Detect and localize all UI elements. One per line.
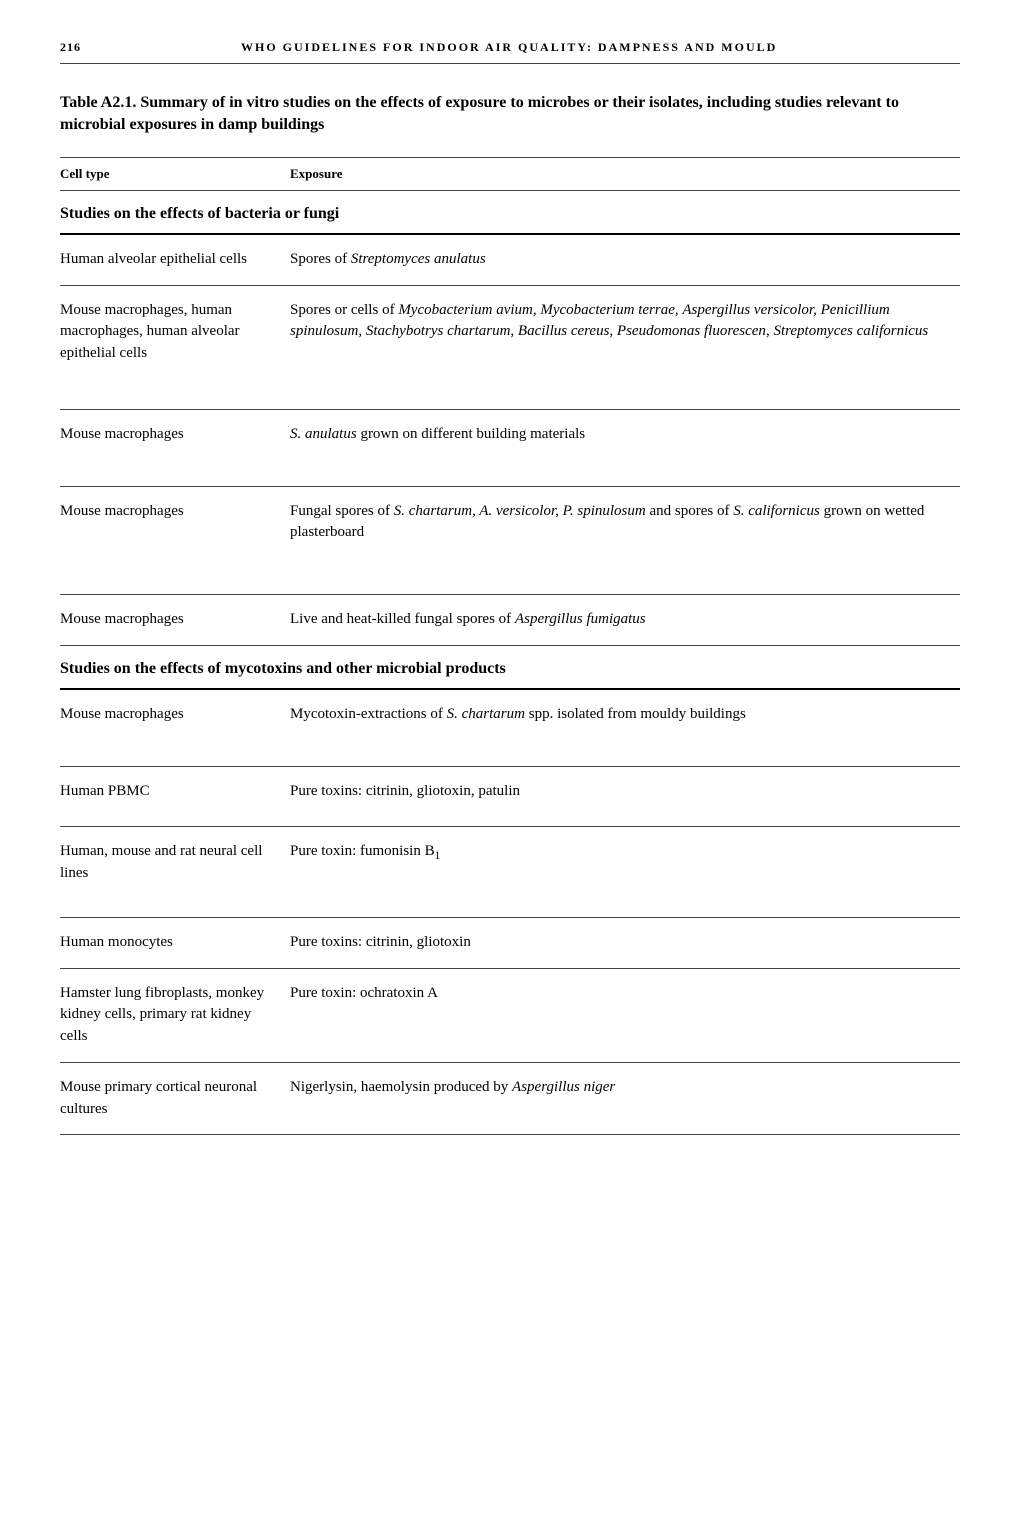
cell-type: Mouse primary cortical neuronal cultures xyxy=(60,1077,290,1121)
section-title: Studies on the effects of mycotoxins and… xyxy=(60,646,960,688)
cell-type: Mouse macrophages xyxy=(60,501,290,545)
running-header: 216 WHO GUIDELINES FOR INDOOR AIR QUALIT… xyxy=(60,40,960,64)
exposure: Nigerlysin, haemolysin produced by Asper… xyxy=(290,1077,960,1121)
column-header-exposure: Exposure xyxy=(290,166,960,182)
table-row: Human, mouse and rat neural cell lines P… xyxy=(60,827,960,918)
cell-type: Human monocytes xyxy=(60,932,290,954)
exposure: Spores of Streptomyces anulatus xyxy=(290,249,960,271)
column-header-cell-type: Cell type xyxy=(60,166,290,182)
cell-type: Hamster lung fibroplasts, monkey kidney … xyxy=(60,983,290,1048)
table-title: Table A2.1. Summary of in vitro studies … xyxy=(60,92,960,137)
section-header: Studies on the effects of bacteria or fu… xyxy=(60,191,960,235)
column-header-row: Cell type Exposure xyxy=(60,157,960,191)
cell-type: Human, mouse and rat neural cell lines xyxy=(60,841,290,885)
cell-type: Mouse macrophages xyxy=(60,704,290,726)
section-header: Studies on the effects of mycotoxins and… xyxy=(60,646,960,690)
running-title: WHO GUIDELINES FOR INDOOR AIR QUALITY: D… xyxy=(241,40,777,55)
exposure: Pure toxins: citrinin, gliotoxin xyxy=(290,932,960,954)
table-row: Hamster lung fibroplasts, monkey kidney … xyxy=(60,969,960,1063)
table-row: Mouse macrophages Live and heat-killed f… xyxy=(60,595,960,646)
table-row: Human alveolar epithelial cells Spores o… xyxy=(60,235,960,286)
exposure: S. anulatus grown on different building … xyxy=(290,424,960,446)
exposure: Spores or cells of Mycobacterium avium, … xyxy=(290,300,960,365)
table-row: Human PBMC Pure toxins: citrinin, glioto… xyxy=(60,767,960,828)
exposure: Live and heat-killed fungal spores of As… xyxy=(290,609,960,631)
exposure: Pure toxin: ochratoxin A xyxy=(290,983,960,1048)
table-row: Mouse macrophages Fungal spores of S. ch… xyxy=(60,487,960,596)
cell-type: Human PBMC xyxy=(60,781,290,803)
cell-type: Mouse macrophages, human macrophages, hu… xyxy=(60,300,290,365)
page: 216 WHO GUIDELINES FOR INDOOR AIR QUALIT… xyxy=(0,0,1020,1175)
table-row: Mouse primary cortical neuronal cultures… xyxy=(60,1063,960,1136)
exposure: Fungal spores of S. chartarum, A. versic… xyxy=(290,501,960,545)
cell-type: Mouse macrophages xyxy=(60,424,290,446)
table-row: Mouse macrophages Mycotoxin-extractions … xyxy=(60,690,960,767)
cell-type: Mouse macrophages xyxy=(60,609,290,631)
exposure: Mycotoxin-extractions of S. chartarum sp… xyxy=(290,704,960,726)
table-row: Mouse macrophages, human macrophages, hu… xyxy=(60,286,960,410)
section-title: Studies on the effects of bacteria or fu… xyxy=(60,191,960,233)
table-row: Mouse macrophages S. anulatus grown on d… xyxy=(60,410,960,487)
cell-type: Human alveolar epithelial cells xyxy=(60,249,290,271)
exposure: Pure toxins: citrinin, gliotoxin, patuli… xyxy=(290,781,960,803)
page-number: 216 xyxy=(60,40,81,55)
table-row: Human monocytes Pure toxins: citrinin, g… xyxy=(60,918,960,969)
exposure: Pure toxin: fumonisin B1 xyxy=(290,841,960,885)
